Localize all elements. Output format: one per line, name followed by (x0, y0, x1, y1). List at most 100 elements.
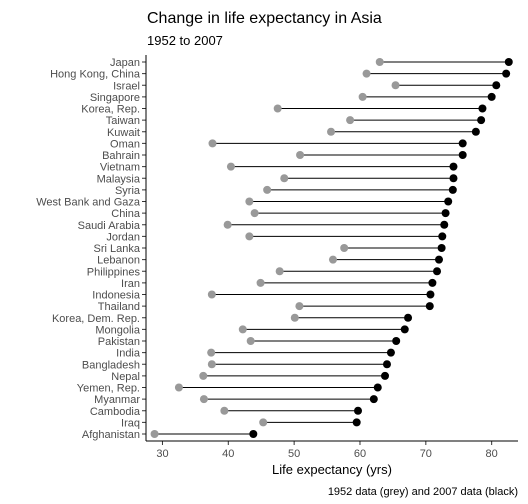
point-2007 (458, 151, 467, 159)
point-1952 (246, 337, 255, 345)
x-tick-label: 50 (288, 448, 300, 460)
point-2007 (400, 325, 409, 334)
y-tick-label: Indonesia (92, 290, 141, 302)
y-tick-label: Afghanistan (82, 429, 140, 441)
point-1952 (295, 302, 304, 311)
point-2007 (438, 232, 447, 241)
y-tick-label: Kuwait (107, 127, 140, 139)
point-2007 (382, 360, 391, 369)
point-1952 (290, 313, 299, 322)
point-2007 (487, 92, 496, 101)
point-1952 (259, 418, 268, 427)
point-1952 (296, 151, 305, 159)
point-1952 (199, 395, 208, 404)
y-tick-label: Jordan (106, 231, 140, 243)
chart-caption: 1952 data (grey) and 2007 data (black) (328, 486, 518, 498)
point-1952 (207, 360, 216, 369)
y-tick-label: Saudi Arabia (78, 220, 141, 232)
point-2007 (478, 104, 487, 113)
point-1952 (220, 406, 229, 415)
point-1952 (275, 267, 284, 276)
y-tick-label: Syria (115, 185, 141, 197)
y-tick-label: Iraq (121, 417, 140, 429)
point-2007 (249, 430, 258, 438)
point-1952 (208, 139, 217, 148)
point-2007 (354, 406, 363, 415)
point-1952 (273, 104, 282, 113)
point-2007 (502, 69, 511, 78)
y-tick-label: Malaysia (97, 173, 141, 185)
point-2007 (448, 185, 457, 194)
y-tick-label: Hong Kong, China (50, 69, 141, 81)
point-1952 (226, 162, 235, 171)
y-tick-label: Myanmar (94, 394, 140, 406)
y-tick-label: Japan (110, 57, 140, 69)
point-2007 (444, 197, 453, 206)
point-2007 (369, 395, 378, 404)
point-1952 (358, 92, 367, 101)
point-2007 (471, 127, 480, 136)
point-2007 (433, 267, 442, 276)
y-tick-label: Mongolia (95, 324, 141, 336)
point-2007 (386, 348, 395, 357)
point-1952 (362, 69, 371, 78)
x-tick-label: 70 (420, 448, 432, 460)
y-tick-label: China (111, 208, 141, 220)
y-tick-label: Oman (110, 138, 140, 150)
chart-subtitle: 1952 to 2007 (147, 33, 223, 48)
x-tick-label: 60 (354, 448, 366, 460)
y-tick-label: Bahrain (102, 150, 140, 162)
y-tick-label: India (116, 348, 141, 360)
y-tick-label: Philippines (87, 266, 141, 278)
point-2007 (428, 278, 437, 287)
y-tick-label: Yemen, Rep. (77, 383, 140, 395)
y-tick-label: West Bank and Gaza (36, 197, 141, 209)
y-tick-label: Singapore (90, 92, 140, 104)
point-2007 (449, 162, 458, 171)
x-axis-title: Life expectancy (yrs) (272, 462, 392, 477)
x-tick-label: 30 (156, 448, 168, 460)
point-1952 (327, 127, 336, 136)
point-1952 (340, 244, 349, 252)
point-2007 (449, 174, 458, 183)
point-2007 (404, 313, 413, 322)
point-1952 (328, 255, 337, 264)
point-1952 (245, 197, 254, 206)
point-1952 (223, 220, 232, 229)
y-tick-label: Korea, Rep. (81, 104, 140, 116)
point-2007 (434, 255, 443, 264)
point-2007 (440, 220, 449, 229)
point-1952 (250, 209, 259, 218)
point-1952 (375, 58, 384, 66)
point-1952 (238, 325, 247, 334)
point-2007 (437, 244, 446, 252)
y-tick-label: Israel (113, 80, 140, 92)
point-1952 (256, 278, 265, 287)
y-tick-label: Nepal (111, 371, 140, 383)
point-1952 (207, 348, 216, 357)
point-2007 (492, 81, 501, 90)
chart-title: Change in life expectancy in Asia (147, 10, 382, 27)
point-1952 (207, 290, 216, 299)
y-tick-label: Sri Lanka (94, 243, 141, 255)
point-1952 (280, 174, 289, 183)
point-1952 (150, 430, 159, 438)
y-tick-label: Pakistan (98, 336, 140, 348)
y-tick-label: Thailand (98, 301, 140, 313)
point-2007 (392, 337, 401, 345)
y-tick-label: Korea, Dem. Rep. (52, 313, 140, 325)
y-tick-label: Lebanon (97, 255, 140, 267)
point-2007 (458, 139, 467, 148)
y-tick-label: Cambodia (90, 406, 141, 418)
point-1952 (199, 371, 208, 380)
point-1952 (391, 81, 400, 90)
point-2007 (504, 58, 513, 66)
point-2007 (373, 383, 382, 392)
point-2007 (441, 209, 450, 218)
point-2007 (426, 290, 435, 299)
y-tick-label: Iran (121, 278, 140, 290)
point-1952 (174, 383, 183, 392)
y-tick-label: Taiwan (106, 115, 140, 127)
